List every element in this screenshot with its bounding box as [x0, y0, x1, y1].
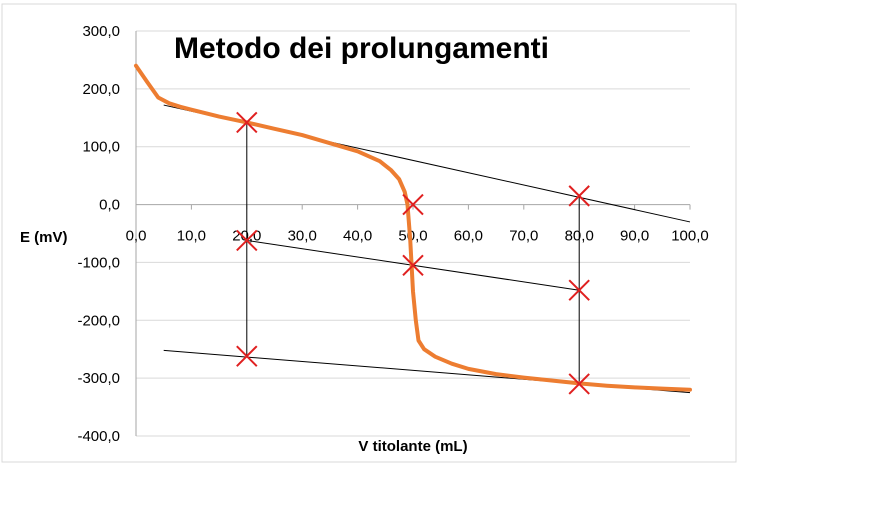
- y-tick-label: 0,0: [99, 197, 120, 214]
- cross-marker: [402, 254, 424, 277]
- x-tick-label: 90,0: [620, 228, 649, 245]
- x-tick-label: 10,0: [177, 228, 206, 245]
- x-axis-label: V titolante (mL): [358, 438, 467, 455]
- y-tick-label: -400,0: [77, 428, 120, 445]
- y-tick-label: -100,0: [77, 254, 120, 271]
- series-layer: [134, 63, 692, 392]
- y-tick-label: -200,0: [77, 312, 120, 329]
- cross-marker: [568, 373, 590, 395]
- y-axis: 300,0 200,0 100,0 0,0 -100,0 -200,0 -300,0 -400…: [77, 23, 137, 445]
- cross-marker: [568, 279, 590, 301]
- y-tick-label: 300,0: [82, 23, 120, 40]
- cross-marker-stroke: [236, 345, 258, 367]
- cross-marker-stroke: [236, 111, 258, 134]
- cross-marker-stroke: [568, 185, 590, 207]
- y-tick-label: 200,0: [82, 81, 120, 98]
- x-tick-label: 30,0: [288, 228, 317, 245]
- x-tick-label: 60,0: [454, 228, 483, 245]
- cross-marker: [236, 345, 258, 367]
- cross-marker-stroke: [402, 193, 424, 216]
- cross-marker-stroke: [568, 373, 590, 395]
- x-tick-label: 100,0: [671, 228, 709, 245]
- y-tick-label: 100,0: [82, 139, 120, 156]
- cross-marker: [236, 229, 258, 252]
- x-tick-label: 50,0: [398, 228, 427, 245]
- y-tick-label: -300,0: [77, 370, 120, 387]
- x-tick-label: 70,0: [509, 228, 538, 245]
- cross-marker: [402, 193, 424, 216]
- cross-marker-stroke: [568, 279, 590, 301]
- gridlines: [136, 30, 690, 437]
- titration-curve: [134, 63, 692, 392]
- cross-marker-stroke: [236, 229, 258, 252]
- cross-marker-stroke: [402, 254, 424, 277]
- x-tick-label: 40,0: [343, 228, 372, 245]
- cross-marker: [236, 111, 258, 134]
- y-axis-label: E (mV): [20, 229, 68, 246]
- markers: [236, 111, 590, 395]
- cross-marker: [568, 185, 590, 207]
- x-tick-label: 0,0: [126, 228, 147, 245]
- chart-title: Metodo dei prolungamenti: [174, 32, 549, 65]
